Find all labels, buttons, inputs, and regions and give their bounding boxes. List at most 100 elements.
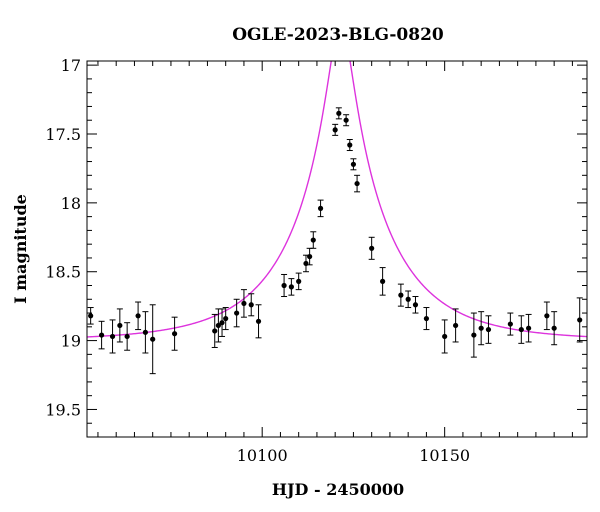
- data-point: [543, 301, 550, 331]
- point-marker: [412, 302, 419, 308]
- data-point: [98, 320, 105, 350]
- data-point: [255, 304, 262, 339]
- point-marker: [212, 328, 218, 334]
- data-point: [441, 319, 448, 354]
- point-marker: [241, 300, 247, 307]
- data-point: [452, 308, 459, 343]
- data-point: [222, 307, 229, 331]
- point-marker: [109, 333, 116, 340]
- point-marker: [343, 117, 349, 123]
- data-point: [248, 293, 255, 317]
- point-marker: [135, 313, 141, 319]
- point-marker: [507, 321, 513, 327]
- data-point: [525, 313, 532, 343]
- point-marker: [98, 332, 105, 338]
- point-marker: [544, 313, 550, 319]
- axes-frame: [86, 60, 588, 438]
- point-marker: [171, 331, 178, 337]
- y-axis-label: I magnitude: [11, 194, 30, 304]
- point-marker: [307, 253, 313, 260]
- data-point: [295, 272, 302, 291]
- data-point: [233, 298, 240, 328]
- data-point: [219, 308, 226, 337]
- y-tick-label: 19.5: [45, 400, 81, 419]
- y-tick-label: 18: [61, 194, 81, 213]
- data-point: [240, 289, 247, 318]
- data-point: [310, 231, 317, 249]
- data-point: [507, 312, 514, 336]
- data-point: [142, 311, 149, 354]
- data-point: [135, 301, 142, 331]
- point-marker: [310, 237, 316, 243]
- point-marker: [219, 320, 225, 326]
- point-marker: [518, 326, 524, 333]
- data-point: [116, 308, 123, 343]
- point-marker: [354, 180, 360, 187]
- point-marker: [288, 284, 294, 290]
- point-marker: [317, 205, 324, 211]
- point-marker: [347, 142, 353, 148]
- point-marker: [442, 333, 448, 340]
- y-tick-label: 18.5: [45, 263, 81, 282]
- point-marker: [551, 325, 557, 331]
- point-marker: [215, 322, 221, 329]
- data-point: [379, 267, 386, 296]
- x-axis-label: HJD - 2450000: [272, 480, 404, 499]
- data-point: [576, 297, 583, 343]
- x-tick-label: 10150: [419, 446, 470, 465]
- data-point: [397, 283, 404, 307]
- point-marker: [336, 110, 342, 116]
- point-marker: [142, 329, 148, 335]
- point-marker: [150, 336, 156, 342]
- y-tick-label: 19: [61, 332, 81, 351]
- data-point: [332, 123, 339, 136]
- point-marker: [88, 313, 94, 319]
- data-point: [350, 158, 357, 171]
- point-marker: [478, 325, 484, 331]
- data-point: [211, 313, 218, 348]
- axis-ticks: 17 17.5 18 18.5 19 19.5 10100 10150: [45, 56, 587, 465]
- point-marker: [526, 325, 532, 331]
- point-marker: [423, 315, 430, 322]
- point-marker: [398, 292, 404, 298]
- plot-area: [87, 61, 587, 375]
- data-point: [87, 307, 94, 325]
- data-point: [317, 199, 324, 218]
- point-marker: [380, 278, 386, 284]
- point-marker: [405, 296, 411, 302]
- point-marker: [223, 315, 229, 322]
- data-point: [354, 174, 361, 193]
- point-marker: [332, 127, 338, 133]
- point-marker: [369, 245, 375, 251]
- point-marker: [485, 326, 492, 333]
- model-curve: [87, 61, 587, 338]
- y-tick-label: 17.5: [45, 125, 81, 144]
- data-point: [335, 107, 342, 120]
- data-point: [215, 308, 222, 343]
- chart-title: OGLE-2023-BLG-0820: [232, 25, 444, 45]
- point-marker: [117, 322, 123, 329]
- point-marker: [255, 318, 262, 324]
- data-point: [288, 278, 295, 296]
- point-marker: [350, 161, 357, 167]
- data-point: [518, 315, 525, 344]
- data-point: [478, 311, 485, 346]
- data-point: [124, 322, 131, 351]
- point-marker: [453, 322, 459, 329]
- point-marker: [234, 310, 240, 316]
- data-point: [149, 304, 156, 375]
- point-marker: [296, 278, 302, 284]
- data-point: [281, 273, 288, 298]
- point-marker: [577, 317, 583, 323]
- data-point: [368, 236, 375, 260]
- y-tick-label: 17: [61, 56, 81, 75]
- x-tick-label: 10100: [237, 446, 288, 465]
- data-point: [109, 319, 116, 354]
- data-point: [470, 312, 477, 358]
- data-point: [423, 307, 430, 331]
- data-point: [412, 296, 419, 314]
- data-point: [346, 139, 353, 152]
- data-point: [485, 315, 492, 344]
- data-point: [405, 290, 412, 309]
